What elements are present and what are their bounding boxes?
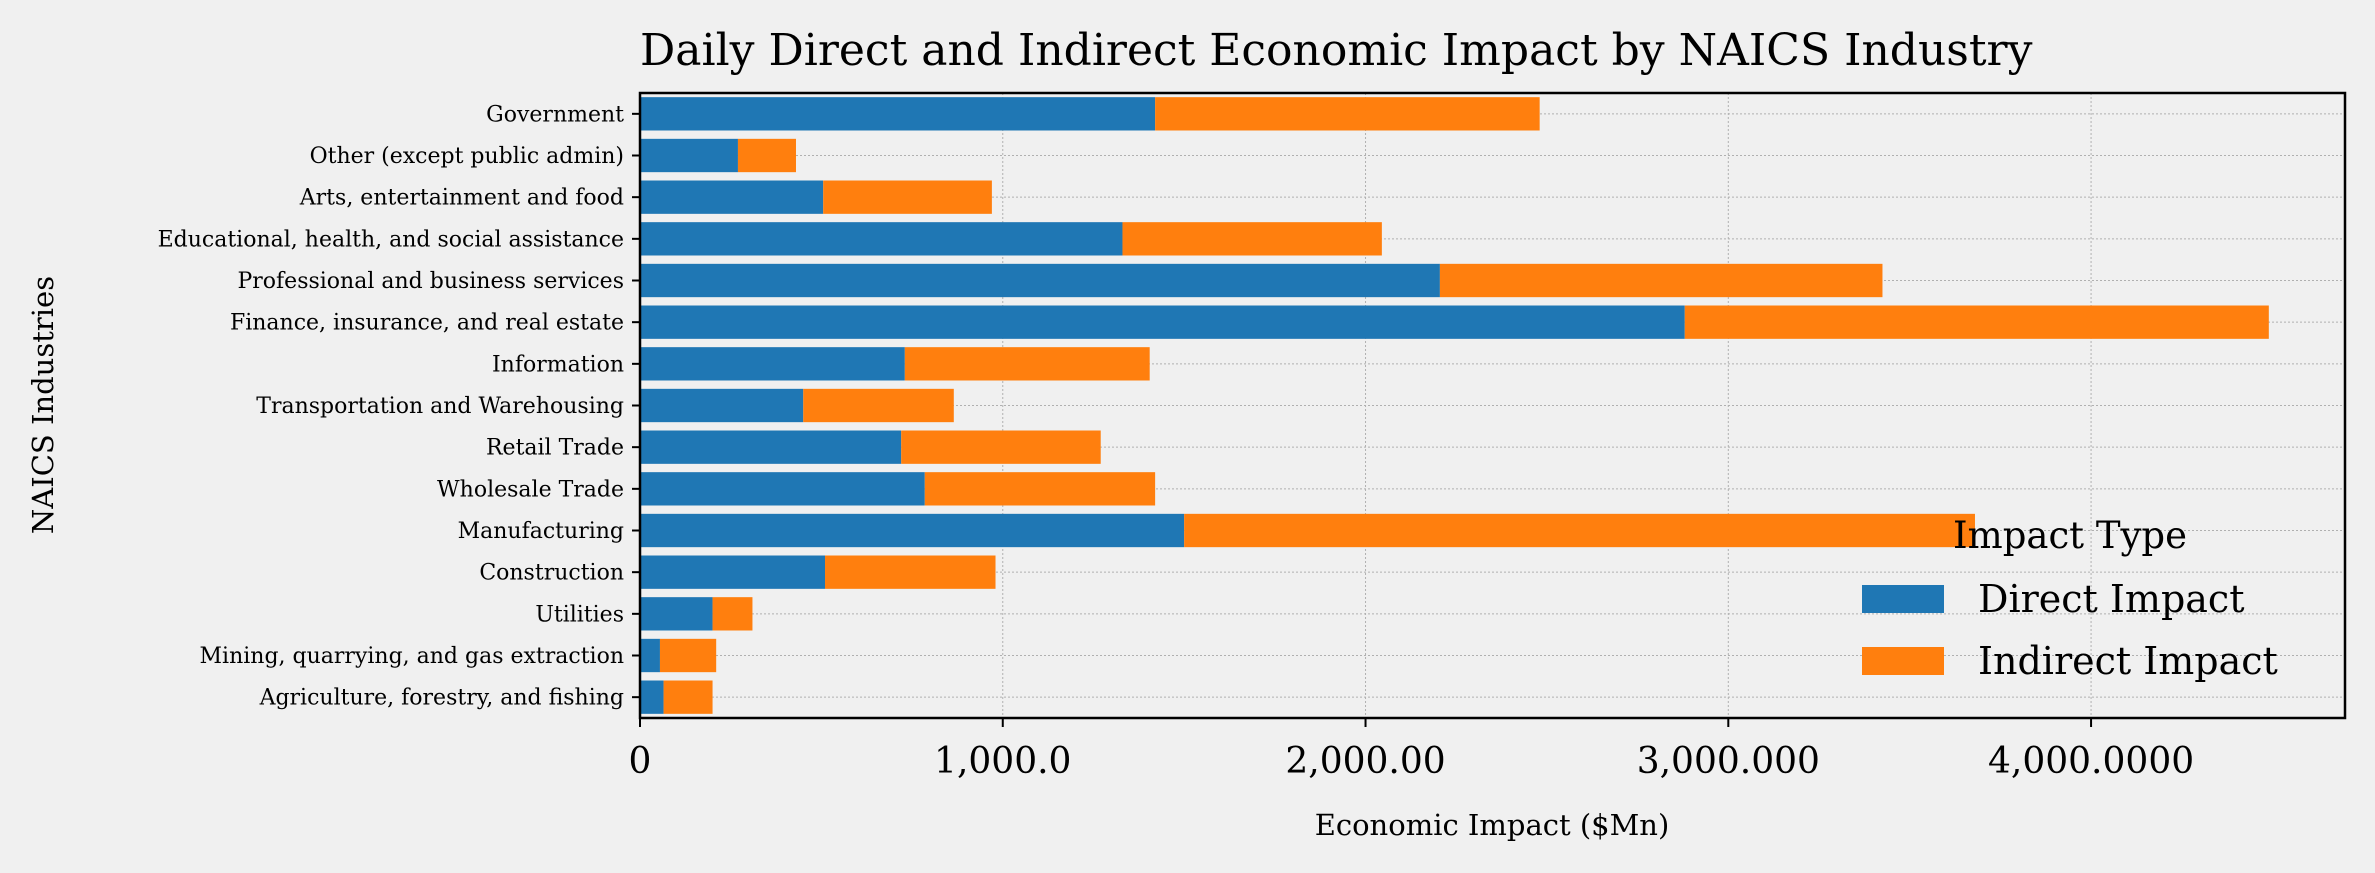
bar-direct-2 <box>640 180 824 214</box>
y-tick-label: Retail Trade <box>486 436 624 461</box>
bar-indirect-5 <box>1684 305 2269 339</box>
x-tick-label: 1,000.0 <box>934 741 1071 782</box>
x-tick-label: 4,000.0000 <box>1988 741 2194 782</box>
x-tick-label: 2,000.00 <box>1285 741 1445 782</box>
bar-direct-11 <box>640 555 826 589</box>
bar-indirect-6 <box>904 347 1150 381</box>
chart-title: Daily Direct and Indirect Economic Impac… <box>640 25 2033 76</box>
y-tick-label: Utilities <box>535 602 624 627</box>
y-tick-label: Finance, insurance, and real estate <box>230 311 624 336</box>
bar-direct-3 <box>640 222 1123 256</box>
bar-indirect-1 <box>737 138 796 173</box>
y-tick-label: Other (except public admin) <box>310 144 624 169</box>
y-tick-label: Information <box>492 352 624 377</box>
y-axis-ticks: Government Other (except public admin) Art… <box>158 102 640 711</box>
bar-indirect-12 <box>712 597 753 631</box>
bars <box>640 97 2269 714</box>
bar-direct-5 <box>640 305 1685 339</box>
x-axis-label: Economic Impact ($Mn) <box>1315 808 1670 842</box>
bar-direct-12 <box>640 597 713 631</box>
legend-swatch-direct <box>1862 585 1944 613</box>
bar-indirect-7 <box>803 388 954 423</box>
y-tick-label: Manufacturing <box>458 519 624 544</box>
x-tick-label: 3,000.000 <box>1637 741 1820 782</box>
bar-direct-14 <box>640 680 664 714</box>
y-tick-label: Arts, entertainment and food <box>299 186 624 211</box>
bar-direct-4 <box>640 263 1440 298</box>
y-tick-label: Educational, health, and social assistan… <box>158 227 624 252</box>
bar-indirect-14 <box>663 680 713 714</box>
legend: Impact Type Direct Impact Indirect Impac… <box>1862 514 2278 683</box>
bar-indirect-2 <box>823 180 992 214</box>
bar-direct-10 <box>640 513 1185 548</box>
legend-label-indirect: Indirect Impact <box>1978 639 2278 683</box>
y-tick-label: Mining, quarrying, and gas extraction <box>200 644 624 669</box>
bar-indirect-4 <box>1439 263 1883 298</box>
bar-direct-13 <box>640 638 660 673</box>
y-tick-label: Construction <box>479 561 624 586</box>
legend-title: Impact Type <box>1953 514 2187 557</box>
y-tick-label: Agriculture, forestry, and fishing <box>259 686 624 711</box>
y-axis-label: NAICS Industries <box>26 276 60 534</box>
x-tick-label: 0 <box>629 741 652 782</box>
bar-direct-1 <box>640 138 738 173</box>
y-tick-label: Wholesale Trade <box>437 477 624 502</box>
bar-direct-0 <box>640 97 1156 131</box>
bar-indirect-3 <box>1122 222 1382 256</box>
bar-indirect-10 <box>1184 513 1975 548</box>
bar-direct-8 <box>640 430 902 464</box>
bar-direct-9 <box>640 472 925 506</box>
y-tick-label: Transportation and Warehousing <box>256 394 624 419</box>
bar-indirect-8 <box>901 430 1101 464</box>
bar-direct-7 <box>640 388 804 423</box>
y-tick-label: Government <box>486 102 624 127</box>
y-tick-label: Professional and business services <box>237 269 624 294</box>
x-axis-ticks: 0 1,000.0 2,000.00 3,000.000 4,000.0000 <box>629 718 2194 782</box>
bar-direct-6 <box>640 347 905 381</box>
bar-indirect-9 <box>924 472 1156 506</box>
legend-label-direct: Direct Impact <box>1978 577 2244 621</box>
bar-indirect-0 <box>1155 97 1540 131</box>
legend-swatch-indirect <box>1862 647 1944 675</box>
bar-indirect-11 <box>825 555 996 589</box>
bar-indirect-13 <box>659 638 717 673</box>
